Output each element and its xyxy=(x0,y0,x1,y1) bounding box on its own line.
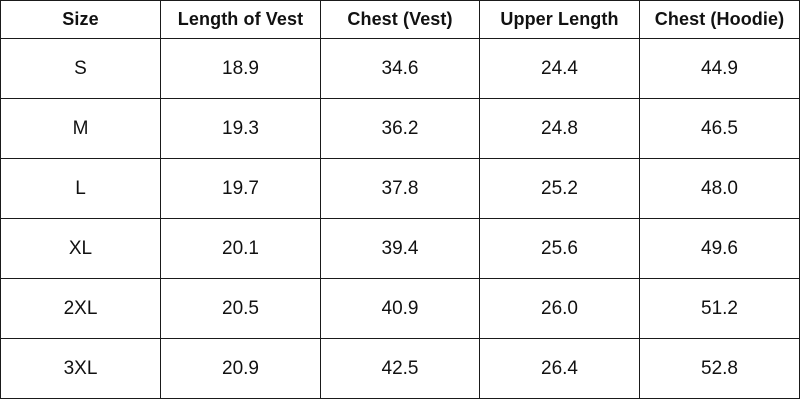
header-row: Size Length of Vest Chest (Vest) Upper L… xyxy=(0,0,800,39)
table-row: M 19.3 36.2 24.8 46.5 xyxy=(0,98,800,159)
cell-chest-hoodie: 49.6 xyxy=(639,218,800,279)
cell-chest-hoodie: 46.5 xyxy=(639,98,800,159)
cell-size: L xyxy=(0,158,161,219)
cell-size: XL xyxy=(0,218,161,279)
cell-chest-vest: 36.2 xyxy=(320,98,480,159)
cell-chest-vest: 37.8 xyxy=(320,158,480,219)
cell-upper-length: 26.0 xyxy=(479,278,640,339)
cell-size: M xyxy=(0,98,161,159)
cell-chest-vest: 39.4 xyxy=(320,218,480,279)
cell-length-of-vest: 20.5 xyxy=(160,278,321,339)
table-header: Size Length of Vest Chest (Vest) Upper L… xyxy=(0,0,800,39)
cell-upper-length: 25.6 xyxy=(479,218,640,279)
cell-length-of-vest: 20.1 xyxy=(160,218,321,279)
table-row: 2XL 20.5 40.9 26.0 51.2 xyxy=(0,278,800,339)
table-row: S 18.9 34.6 24.4 44.9 xyxy=(0,38,800,99)
header-chest-hoodie: Chest (Hoodie) xyxy=(639,0,800,39)
header-size: Size xyxy=(0,0,161,39)
header-length-of-vest: Length of Vest xyxy=(160,0,321,39)
cell-upper-length: 25.2 xyxy=(479,158,640,219)
cell-chest-hoodie: 48.0 xyxy=(639,158,800,219)
cell-chest-vest: 40.9 xyxy=(320,278,480,339)
table-row: XL 20.1 39.4 25.6 49.6 xyxy=(0,218,800,279)
table-body: S 18.9 34.6 24.4 44.9 M 19.3 36.2 24.8 4… xyxy=(0,38,800,399)
cell-size: 2XL xyxy=(0,278,161,339)
cell-size: S xyxy=(0,38,161,99)
table-row: 3XL 20.9 42.5 26.4 52.8 xyxy=(0,338,800,399)
cell-length-of-vest: 19.3 xyxy=(160,98,321,159)
cell-length-of-vest: 18.9 xyxy=(160,38,321,99)
header-upper-length: Upper Length xyxy=(479,0,640,39)
cell-chest-hoodie: 51.2 xyxy=(639,278,800,339)
cell-upper-length: 26.4 xyxy=(479,338,640,399)
cell-chest-hoodie: 52.8 xyxy=(639,338,800,399)
cell-chest-vest: 34.6 xyxy=(320,38,480,99)
cell-length-of-vest: 19.7 xyxy=(160,158,321,219)
cell-size: 3XL xyxy=(0,338,161,399)
cell-length-of-vest: 20.9 xyxy=(160,338,321,399)
header-chest-vest: Chest (Vest) xyxy=(320,0,480,39)
cell-upper-length: 24.8 xyxy=(479,98,640,159)
cell-chest-vest: 42.5 xyxy=(320,338,480,399)
cell-chest-hoodie: 44.9 xyxy=(639,38,800,99)
table-row: L 19.7 37.8 25.2 48.0 xyxy=(0,158,800,219)
cell-upper-length: 24.4 xyxy=(479,38,640,99)
